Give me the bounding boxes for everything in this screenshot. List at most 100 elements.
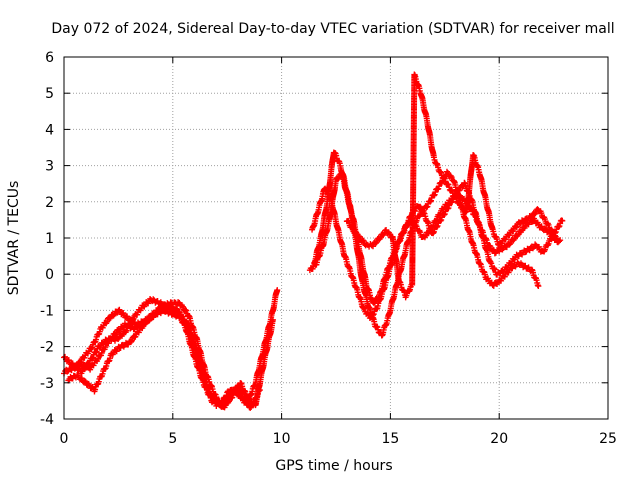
data-point (487, 243, 494, 250)
data-point (359, 237, 366, 244)
y-tick-label: -2 (40, 340, 54, 356)
y-tick-label: 1 (45, 231, 54, 247)
data-point (373, 239, 380, 246)
data-point (162, 303, 169, 310)
data-point (498, 277, 505, 284)
data-point (102, 344, 109, 351)
data-point (417, 211, 424, 218)
data-point (531, 211, 538, 218)
axis-ticks (63, 56, 609, 420)
data-point (417, 203, 424, 210)
data-point (428, 197, 435, 204)
data-point (515, 253, 522, 260)
data-point (233, 386, 240, 393)
data-point (360, 237, 367, 244)
data-point (92, 349, 99, 356)
data-point (434, 222, 441, 229)
data-point (309, 265, 316, 272)
data-point (349, 225, 356, 232)
data-point (430, 228, 437, 235)
data-point (374, 296, 381, 303)
data-point (64, 368, 71, 375)
data-point (183, 307, 190, 314)
data-point (369, 243, 376, 250)
data-point (132, 333, 139, 340)
data-point (104, 318, 111, 325)
data-point (335, 175, 342, 182)
data-point (356, 233, 363, 240)
data-point (81, 354, 88, 361)
data-point (406, 286, 413, 293)
data-point (506, 241, 513, 248)
data-point (430, 192, 437, 199)
data-point (511, 235, 518, 242)
data-point (353, 229, 360, 236)
data-point (559, 217, 566, 224)
data-point (503, 244, 510, 251)
y-tick-label: 6 (45, 50, 54, 66)
data-point (491, 265, 498, 272)
y-tick-label: -1 (40, 303, 54, 319)
data-point (216, 399, 223, 406)
data-point (373, 323, 380, 330)
data-point (371, 299, 378, 306)
data-point (403, 292, 410, 299)
data-point (506, 232, 513, 239)
data-point (372, 240, 379, 247)
data-point (555, 223, 562, 230)
data-point (552, 233, 559, 240)
data-series-track-4 (71, 299, 252, 411)
data-point (441, 211, 448, 218)
data-point (144, 317, 151, 324)
data-point (98, 350, 105, 357)
data-point (128, 337, 135, 344)
data-point (510, 228, 517, 235)
data-point (437, 217, 444, 224)
data-point (115, 335, 122, 342)
data-point (375, 294, 382, 301)
data-point (245, 396, 252, 403)
axis-labels: 0 5 10 15 20 25 -4 -3 -2 -1 0 1 2 3 4 5 6 (40, 50, 617, 447)
data-point (552, 232, 559, 239)
data-points (61, 71, 566, 411)
data-point (433, 224, 440, 231)
chart-title: Day 072 of 2024, Sidereal Day-to-day VTE… (51, 21, 614, 37)
data-point (498, 240, 505, 247)
data-point (535, 283, 542, 290)
data-point (417, 229, 424, 236)
data-point (532, 210, 539, 217)
data-point (377, 234, 384, 241)
data-point (74, 362, 81, 369)
data-point (93, 348, 100, 355)
data-point (77, 359, 84, 366)
data-point (334, 175, 341, 182)
data-point (521, 218, 528, 225)
x-tick-label: 0 (60, 431, 69, 447)
data-point (125, 322, 132, 329)
x-tick-label: 10 (273, 431, 291, 447)
data-point (106, 315, 113, 322)
data-point (490, 282, 497, 289)
data-point (513, 223, 520, 230)
data-point (441, 174, 448, 181)
x-tick-label: 15 (381, 431, 399, 447)
data-point (420, 207, 427, 214)
data-point (545, 221, 552, 228)
data-point (509, 265, 516, 272)
x-tick-label: 5 (168, 431, 177, 447)
data-point (549, 227, 556, 234)
data-point (346, 219, 353, 226)
data-point (81, 377, 88, 384)
data-point (507, 240, 514, 247)
data-point (501, 273, 508, 280)
data-point (150, 296, 157, 303)
x-tick-label: 25 (599, 431, 617, 447)
data-point (491, 266, 498, 273)
data-point (182, 306, 189, 313)
data-point (459, 183, 466, 190)
data-point (94, 356, 101, 363)
data-point (437, 168, 444, 175)
data-point (213, 394, 220, 401)
data-point (448, 174, 455, 181)
